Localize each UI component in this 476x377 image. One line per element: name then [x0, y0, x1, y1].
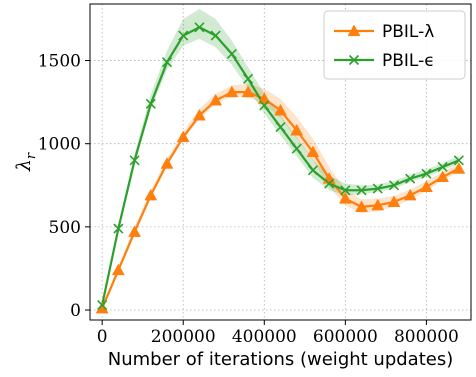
- x-marker: [161, 57, 173, 68]
- x-marker: [437, 161, 448, 173]
- x-marker: [356, 185, 367, 196]
- triangle-marker: [128, 225, 142, 237]
- triangle-marker: [225, 85, 239, 98]
- x-marker: [324, 178, 335, 189]
- x-marker: [421, 168, 432, 179]
- x-marker: [194, 22, 205, 33]
- legend: PBIL-λ PBIL-ϵ: [323, 10, 466, 80]
- triangle-marker: [257, 92, 271, 104]
- x-axis-label: Number of iterations (weight updates): [108, 349, 454, 370]
- triangle-marker: [306, 145, 320, 158]
- legend-label: PBIL-λ: [382, 22, 434, 42]
- triangle-marker: [209, 93, 223, 106]
- x-tick-label: 400000: [232, 327, 297, 347]
- triangle-marker: [338, 192, 352, 204]
- x-tick-label: 200000: [151, 327, 216, 347]
- x-marker: [259, 100, 270, 111]
- x-marker: [129, 155, 140, 166]
- x-marker: [340, 185, 351, 196]
- y-tick-label: 0: [70, 301, 81, 321]
- x-tick-label: 600000: [313, 327, 378, 347]
- y-tick-label: 500: [49, 218, 81, 238]
- y-axis-label-subscript: r: [24, 152, 39, 159]
- x-marker: [453, 155, 464, 166]
- y-tick-label: 1000: [38, 135, 81, 155]
- x-marker: [97, 299, 108, 311]
- x-marker: [348, 54, 360, 66]
- x-marker: [226, 48, 237, 59]
- x-marker: [178, 30, 189, 41]
- triangle-marker: [160, 157, 174, 169]
- triangle-marker: [111, 263, 125, 276]
- triangle-marker: [241, 85, 255, 98]
- x-marker: [307, 165, 318, 176]
- x-marker: [405, 173, 416, 184]
- x-marker: [210, 30, 221, 41]
- x-marker: [243, 73, 254, 84]
- triangle-marker: [403, 188, 417, 201]
- triangle-marker: [419, 180, 433, 192]
- legend-label: PBIL-ϵ: [382, 51, 435, 71]
- y-axis-label-base: λ: [13, 159, 35, 172]
- triangle-marker: [347, 24, 361, 37]
- x-marker: [291, 143, 302, 154]
- triangle-marker: [274, 103, 287, 116]
- triangle-marker: [387, 195, 401, 207]
- triangle-marker: [176, 130, 190, 143]
- triangle-marker: [371, 198, 385, 211]
- triangle-marker: [436, 170, 450, 183]
- x-tick-label: 800000: [394, 327, 459, 347]
- plot-frame: [89, 3, 472, 321]
- x-marker: [372, 183, 383, 194]
- triangle-marker: [193, 108, 206, 121]
- x-marker: [275, 122, 286, 133]
- triangle-marker: [452, 162, 466, 174]
- series-markers: [95, 22, 466, 314]
- x-axis-ticks: 0 200000 400000 600000 800000: [97, 320, 459, 347]
- x-marker: [145, 98, 156, 109]
- triangle-marker: [144, 188, 158, 201]
- x-marker: [113, 223, 124, 234]
- legend-box: [323, 10, 466, 80]
- y-tick-label: 1500: [38, 52, 81, 72]
- y-axis-label: λr: [13, 152, 39, 172]
- triangle-marker: [290, 123, 304, 136]
- triangle-marker: [355, 200, 368, 212]
- y-axis-ticks: 0 500 1000 1500: [38, 52, 90, 321]
- x-tick-label: 0: [97, 327, 108, 347]
- x-marker: [388, 180, 400, 191]
